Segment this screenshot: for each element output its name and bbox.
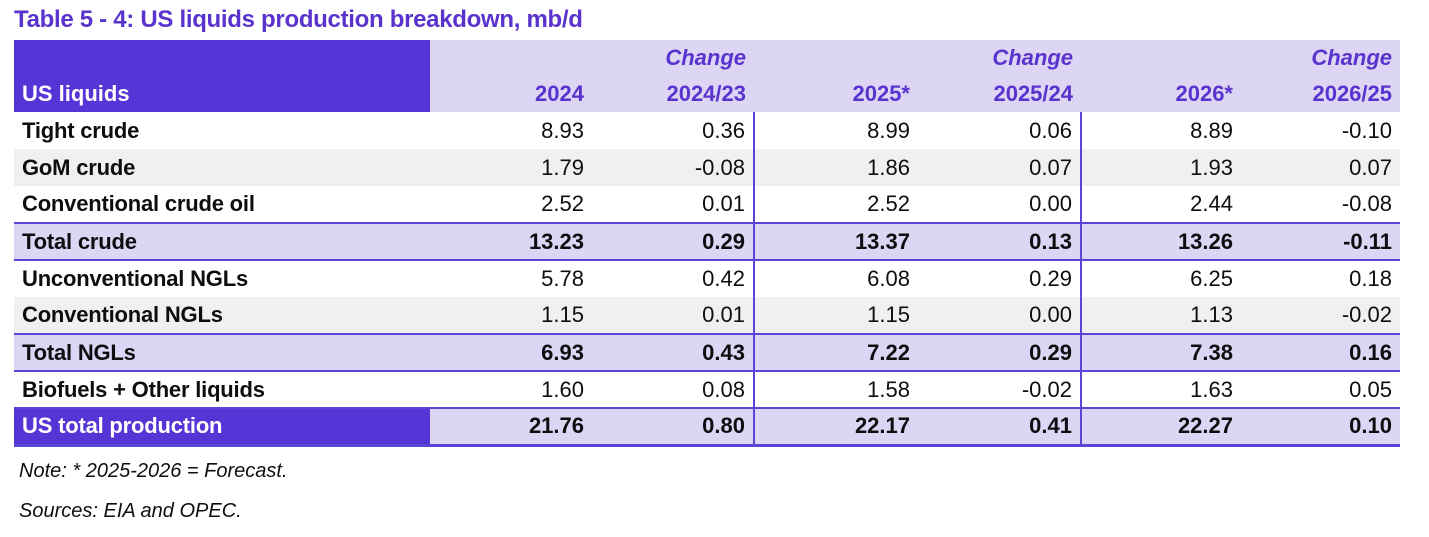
cell-value: 22.27 <box>1081 408 1241 445</box>
change-header-3: Change <box>1241 40 1400 76</box>
cell-value: 13.26 <box>1081 223 1241 260</box>
cell-value: 0.07 <box>1241 149 1400 186</box>
cell-value: -0.08 <box>1341 191 1392 216</box>
table-row: Unconventional NGLs 5.78 0.42 6.08 0.29 6.25 0… <box>14 260 1400 297</box>
cell-value: 8.99 <box>867 117 910 143</box>
cell-value: 0.29 <box>918 260 1082 297</box>
header-row-years: 2024 2024/23 2025* 2025/24 2026* 2026/25 <box>14 76 1400 112</box>
change-header-1: Change <box>592 40 754 76</box>
cell-value: 13.23 <box>430 223 592 260</box>
table-row: Tight crude 8.93 0.36 8.99 0.06 8.89 -0.10 <box>14 112 1400 149</box>
liquids-table: US liquids Change Change Change 2024 202… <box>14 40 1400 447</box>
cell-value: 0.06 <box>918 112 1082 149</box>
row-label: Conventional crude oil <box>22 191 255 216</box>
table-row: Total crude 13.23 0.29 13.37 0.13 13.26 -0.11 <box>14 223 1400 260</box>
col-header-2025: 2025* <box>754 76 918 112</box>
table-header: US liquids Change Change Change 2024 202… <box>14 40 1400 112</box>
row-label: US total production <box>14 408 430 445</box>
table-row: US total production 21.76 0.80 22.17 0.41 22.… <box>14 408 1400 445</box>
cell-value: 1.60 <box>541 376 584 402</box>
header-spacer <box>754 40 918 76</box>
cell-value: 2.52 <box>867 191 910 216</box>
col-header-2024: 2024 <box>430 76 592 112</box>
row-label: Total crude <box>14 223 430 260</box>
header-row-change: US liquids Change Change Change <box>14 40 1400 112</box>
header-spacer <box>430 40 592 76</box>
table-row: Biofuels + Other liquids 1.60 0.08 1.58 -0.0… <box>14 371 1400 408</box>
cell-value: -0.02 <box>918 371 1082 408</box>
page: Table 5 - 4: US liquids production break… <box>14 6 1415 523</box>
row-label: GoM crude <box>14 149 430 186</box>
col-header-2025-24: 2025/24 <box>918 76 1081 112</box>
cell-value: -0.11 <box>1241 223 1400 260</box>
cell-value: 6.25 <box>1190 266 1233 291</box>
sources-text: Sources: EIA and OPEC. <box>19 499 242 522</box>
cell-value: -0.08 <box>592 149 755 186</box>
header-spacer <box>1081 40 1241 76</box>
cell-value: 8.93 <box>541 117 584 143</box>
change-header-2: Change <box>918 40 1081 76</box>
cell-value: 0.00 <box>918 297 1082 334</box>
cell-value: 0.10 <box>1241 408 1400 445</box>
cell-value: 0.05 <box>1349 376 1392 402</box>
cell-value: 21.76 <box>430 408 592 445</box>
cell-value: -0.02 <box>1241 297 1400 334</box>
cell-value: 0.01 <box>592 297 755 334</box>
cell-value: 5.78 <box>541 266 584 291</box>
cell-value: 0.00 <box>918 186 1082 223</box>
table-row: Conventional crude oil 2.52 0.01 2.52 0.00 2.… <box>14 186 1400 223</box>
table-body: Tight crude 8.93 0.36 8.99 0.06 8.89 -0.10 GoM … <box>14 112 1400 445</box>
cell-value: 1.58 <box>867 376 910 402</box>
cell-value: 0.16 <box>1241 334 1400 371</box>
row-label: Unconventional NGLs <box>22 266 248 291</box>
cell-value: 0.36 <box>592 112 755 149</box>
cell-value: 1.79 <box>430 149 592 186</box>
cell-value: 1.86 <box>754 149 918 186</box>
cell-value: 1.15 <box>754 297 918 334</box>
cell-value: 0.42 <box>592 260 755 297</box>
col-header-2024-23: 2024/23 <box>592 76 754 112</box>
cell-value: 8.89 <box>1190 117 1233 143</box>
row-label: Tight crude <box>22 117 140 143</box>
cell-value: 6.93 <box>430 334 592 371</box>
table-row: Total NGLs 6.93 0.43 7.22 0.29 7.38 0.16 <box>14 334 1400 371</box>
row-label: Conventional NGLs <box>14 297 430 334</box>
row-header-us-liquids: US liquids <box>14 40 430 112</box>
cell-value: 7.22 <box>754 334 918 371</box>
cell-value: 0.43 <box>592 334 755 371</box>
cell-value: 7.38 <box>1081 334 1241 371</box>
cell-value: 1.93 <box>1081 149 1241 186</box>
cell-value: 0.13 <box>918 223 1082 260</box>
cell-value: 0.41 <box>918 408 1082 445</box>
cell-value: 22.17 <box>754 408 918 445</box>
table-title: Table 5 - 4: US liquids production break… <box>14 6 583 33</box>
cell-value: 0.29 <box>918 334 1082 371</box>
row-label: Total NGLs <box>14 334 430 371</box>
cell-value: 0.07 <box>918 149 1082 186</box>
cell-value: 0.18 <box>1349 266 1392 291</box>
col-header-2026-25: 2026/25 <box>1241 76 1400 112</box>
table-row: GoM crude 1.79 -0.08 1.86 0.07 1.93 0.07 <box>14 149 1400 186</box>
cell-value: 1.13 <box>1081 297 1241 334</box>
cell-value: 0.01 <box>592 186 755 223</box>
cell-value: 0.29 <box>592 223 755 260</box>
cell-value: 1.15 <box>430 297 592 334</box>
cell-value: 13.37 <box>754 223 918 260</box>
cell-value: 2.52 <box>541 191 584 216</box>
cell-value: 6.08 <box>867 266 910 291</box>
cell-value: 0.08 <box>592 371 755 408</box>
table-row: Conventional NGLs 1.15 0.01 1.15 0.00 1.13 -0.… <box>14 297 1400 334</box>
cell-value: 0.80 <box>592 408 755 445</box>
row-label: Biofuels + Other liquids <box>22 376 265 402</box>
note-text: Note: * 2025-2026 = Forecast. <box>19 459 288 482</box>
cell-value: 1.63 <box>1190 376 1233 402</box>
footnotes: Note: * 2025-2026 = Forecast. Sources: E… <box>14 460 1415 523</box>
cell-value: 2.44 <box>1190 191 1233 216</box>
cell-value: -0.10 <box>1341 117 1392 143</box>
col-header-2026: 2026* <box>1081 76 1241 112</box>
